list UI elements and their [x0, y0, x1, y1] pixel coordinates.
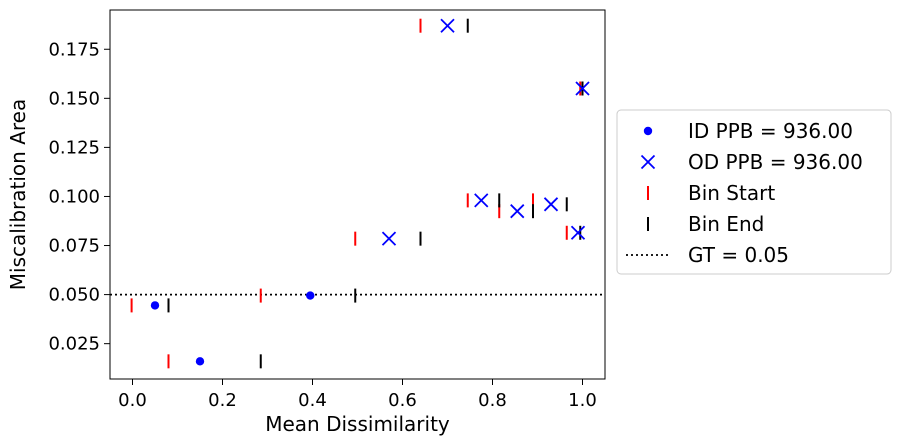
- od-point: [381, 231, 397, 246]
- y-axis-label: Miscalibration Area: [6, 99, 30, 290]
- y-tick-label: 0.025: [48, 334, 100, 355]
- x-tick-label: 1.0: [568, 390, 597, 411]
- od-point: [510, 204, 525, 219]
- y-tick-label: 0.050: [48, 285, 100, 306]
- x-tick-label: 0.6: [388, 390, 417, 411]
- legend-label: Bin End: [688, 212, 764, 236]
- x-tick-label: 0.2: [208, 390, 237, 411]
- legend-item: Bin End: [647, 212, 764, 236]
- legend-label: OD PPB = 936.00: [688, 150, 863, 174]
- legend-item: OD PPB = 936.00: [640, 150, 863, 174]
- legend-item: Bin Start: [647, 181, 775, 205]
- y-tick-label: 0.125: [48, 137, 100, 158]
- x-tick-label: 0.4: [298, 390, 327, 411]
- x-axis: 0.0 0.2 0.4 0.6 0.8 1.0: [118, 379, 597, 411]
- y-tick-label: 0.100: [48, 186, 100, 207]
- od-point: [575, 81, 590, 96]
- legend: ID PPB = 936.00 OD PPB = 936.00 Bin Start B…: [616, 109, 892, 275]
- legend-item: ID PPB = 936.00: [643, 119, 853, 143]
- id-point: [306, 291, 315, 300]
- legend-label: ID PPB = 936.00: [688, 119, 853, 143]
- y-tick-label: 0.175: [48, 39, 100, 60]
- plot-area: [110, 18, 605, 369]
- y-tick-label: 0.150: [48, 88, 100, 109]
- y-axis: 0.025 0.050 0.075 0.100 0.125 0.150 0.175: [48, 39, 110, 355]
- legend-item: GT = 0.05: [626, 243, 789, 267]
- x-axis-label: Mean Dissimilarity: [265, 412, 450, 436]
- legend-marker: [640, 154, 656, 170]
- od-point: [440, 18, 455, 33]
- plot-frame: [109, 9, 606, 380]
- id-point: [195, 357, 205, 366]
- x-tick-label: 0.8: [478, 390, 507, 411]
- od-point: [570, 225, 586, 240]
- x-tick-label: 0.0: [118, 390, 147, 411]
- od-point: [543, 197, 559, 212]
- y-tick-label: 0.075: [48, 236, 100, 257]
- legend-label: Bin Start: [688, 181, 775, 205]
- legend-marker: [643, 126, 653, 136]
- legend-box: [616, 109, 892, 275]
- legend-label: GT = 0.05: [688, 243, 789, 267]
- od-point: [474, 193, 489, 208]
- id-point: [150, 301, 160, 310]
